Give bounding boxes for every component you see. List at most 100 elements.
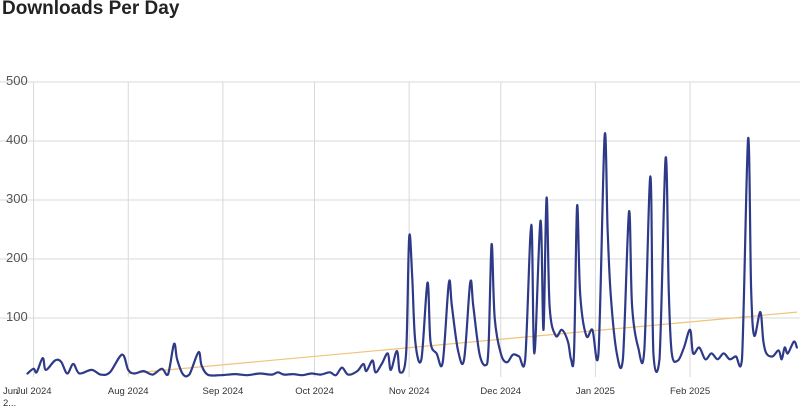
data-point [622, 358, 624, 360]
data-point [610, 293, 612, 295]
data-point [66, 372, 68, 374]
data-point [161, 368, 163, 370]
y-tick-label: 400 [6, 132, 28, 147]
data-point [518, 355, 520, 357]
data-point [771, 355, 773, 357]
data-point [142, 370, 144, 372]
data-point [347, 373, 349, 375]
data-point [188, 373, 190, 375]
x-tick-label: Nov 2024 [389, 386, 430, 397]
data-point [362, 363, 364, 365]
data-point [341, 366, 343, 368]
data-point [628, 211, 630, 213]
data-point [405, 352, 407, 354]
data-point [152, 373, 154, 375]
data-point [750, 287, 752, 289]
page-title: Downloads Per Day [2, 0, 180, 19]
data-point [457, 349, 459, 351]
data-point [399, 371, 401, 373]
data-point [72, 363, 74, 365]
data-point [631, 305, 633, 307]
data-point [573, 352, 575, 354]
x-axis-ticks: Jun 2...Jul 2024 Aug 2024 Sep 2024 Oct 2024 N… [3, 386, 710, 408]
data-point [381, 363, 383, 365]
data-point [637, 346, 639, 348]
data-point [494, 317, 496, 319]
data-point [283, 373, 285, 375]
data-point [463, 358, 465, 360]
data-point [60, 361, 62, 363]
data-point [390, 369, 392, 371]
data-point [442, 361, 444, 363]
x-tick-label: Jun 2... [3, 386, 18, 408]
data-point [472, 305, 474, 307]
data-point [301, 374, 303, 376]
data-point [487, 346, 489, 348]
data-point [133, 372, 135, 374]
data-point [759, 311, 761, 313]
data-point [448, 281, 450, 283]
data-point [121, 353, 123, 355]
data-point [176, 358, 178, 360]
data-point [692, 352, 694, 354]
data-point [42, 357, 44, 359]
data-point [576, 205, 578, 207]
data-point [500, 352, 502, 354]
data-point [197, 351, 199, 353]
data-point [319, 373, 321, 375]
data-point [723, 352, 725, 354]
gridlines [0, 81, 800, 377]
x-tick-label: Oct 2024 [295, 386, 334, 397]
data-point [167, 373, 169, 375]
data-point [200, 364, 202, 366]
data-point [652, 352, 654, 354]
x-tick-label: Feb 2025 [670, 386, 710, 397]
data-point [533, 352, 535, 354]
x-tick-label: Jul 2024 [16, 386, 52, 397]
data-point [512, 353, 514, 355]
data-point [689, 329, 691, 331]
x-tick-label: Dec 2024 [480, 386, 521, 397]
data-point [643, 349, 645, 351]
trendline [128, 311, 797, 375]
data-point [591, 329, 593, 331]
data-point [597, 352, 599, 354]
data-point [606, 228, 608, 230]
data-point [478, 352, 480, 354]
data-point [173, 343, 175, 345]
data-point [35, 371, 37, 373]
data-point [753, 335, 755, 337]
data-point [451, 305, 453, 307]
data-point [426, 281, 428, 283]
data-point [356, 370, 358, 372]
x-tick-label: Sep 2024 [203, 386, 244, 397]
data-point [396, 350, 398, 352]
y-tick-label: 500 [6, 73, 28, 88]
y-axis-ticks: 100 200 300 400 500 [6, 73, 28, 324]
downloads-series-line [26, 132, 798, 378]
data-point [561, 329, 563, 331]
data-point [371, 359, 373, 361]
data-point [277, 371, 279, 373]
data-point [741, 358, 743, 360]
data-point [234, 373, 236, 375]
data-point [411, 276, 413, 278]
data-point [182, 373, 184, 375]
y-tick-label: 100 [6, 309, 28, 324]
data-point [78, 372, 80, 374]
x-tick-label: Aug 2024 [108, 386, 149, 397]
data-point [414, 340, 416, 342]
data-point [545, 196, 547, 198]
data-point [671, 352, 673, 354]
data-point [420, 358, 422, 360]
data-point [781, 358, 783, 360]
data-point [664, 157, 666, 159]
data-point [765, 352, 767, 354]
data-point [335, 374, 337, 376]
data-point [374, 371, 376, 373]
data-point [649, 175, 651, 177]
data-point [735, 355, 737, 357]
data-point [100, 373, 102, 375]
data-point [796, 346, 798, 348]
data-point [777, 349, 779, 351]
